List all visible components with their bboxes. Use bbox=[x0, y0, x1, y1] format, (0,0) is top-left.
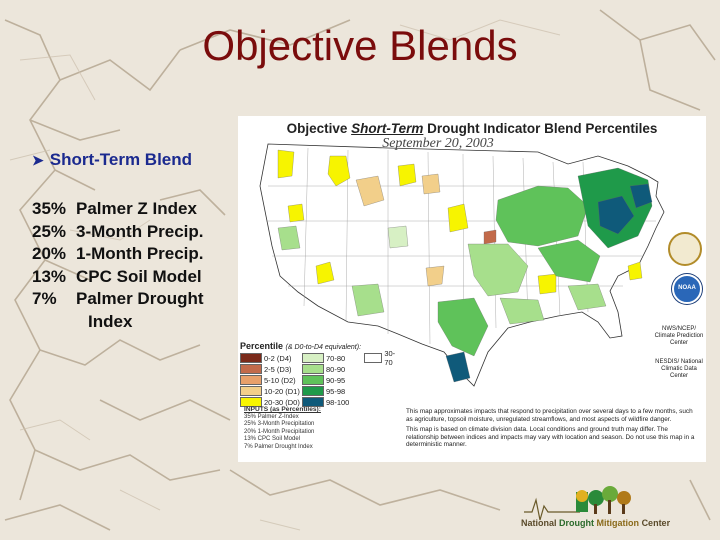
legend-swatch bbox=[240, 364, 262, 374]
weight-row: 35% Palmer Z Index bbox=[32, 199, 197, 218]
usda-seal-icon bbox=[668, 232, 702, 266]
map-legend: Percentile (& D0-to-D4 equivalent): 0-2 … bbox=[240, 341, 400, 407]
legend-swatch bbox=[302, 397, 324, 407]
map-date: September 20, 2003 bbox=[382, 136, 494, 151]
legend-item: 70-80 bbox=[302, 353, 364, 363]
legend-item: 98-100 bbox=[302, 397, 364, 407]
legend-swatch bbox=[302, 364, 324, 374]
legend-swatch bbox=[240, 353, 262, 363]
legend-item: 0-2 (D4) bbox=[240, 353, 302, 363]
bullet-short-term-blend: ➤ Short-Term Blend bbox=[32, 150, 192, 170]
legend-item: 2-5 (D3) bbox=[240, 364, 302, 374]
legend-item: 20-30 (D0) bbox=[240, 397, 302, 407]
weight-row: 20% 1-Month Precip. bbox=[32, 244, 204, 263]
us-drought-map bbox=[259, 143, 665, 387]
drought-map-panel: Objective Short-Term Drought Indicator B… bbox=[238, 116, 706, 462]
weight-row: 25% 3-Month Precip. bbox=[32, 221, 204, 241]
noaa-logo-icon: NOAA bbox=[672, 274, 702, 304]
legend-swatch bbox=[240, 397, 262, 407]
map-title: Objective Short-Term Drought Indicator B… bbox=[286, 121, 658, 136]
blend-weights-list: 35% Palmer Z Index 25% 3-Month Precip. 20%… bbox=[32, 198, 204, 333]
cpc-label: NWS/NCEP/ Climate Prediction Center bbox=[654, 326, 704, 346]
legend-title: Percentile (& D0-to-D4 equivalent): bbox=[240, 341, 362, 351]
legend-grid: 0-2 (D4) 70-80 30-70 2-5 (D3) 80-90 5-10… bbox=[240, 349, 400, 407]
legend-swatch bbox=[302, 386, 324, 396]
ncdc-label: NESDIS/ National Climatic Data Center bbox=[655, 359, 703, 379]
arrow-bullet-icon: ➤ bbox=[32, 152, 44, 168]
slide-title: Objective Blends bbox=[202, 22, 518, 69]
map-notes: This map approximates impacts that respo… bbox=[406, 408, 695, 449]
ndmc-logo-icon bbox=[524, 486, 631, 521]
legend-item: 30-70 bbox=[364, 349, 400, 367]
weight-row-continuation: Index bbox=[88, 311, 133, 331]
legend-item: 5-10 (D2) bbox=[240, 375, 302, 385]
dry-areas bbox=[277, 149, 643, 295]
legend-item: 10-20 (D1) bbox=[240, 386, 302, 396]
legend-item: 80-90 bbox=[302, 364, 364, 374]
severe-dry-area bbox=[483, 229, 497, 245]
legend-item: 90-95 bbox=[302, 375, 364, 385]
legend-swatch bbox=[240, 375, 262, 385]
legend-item: 95-98 bbox=[302, 386, 364, 396]
legend-swatch bbox=[302, 353, 324, 363]
ndmc-name: National Drought Mitigation Center bbox=[521, 518, 671, 528]
weight-row: 13% CPC Soil Model bbox=[32, 266, 202, 286]
bullet-label: Short-Term Blend bbox=[49, 150, 193, 169]
legend-swatch bbox=[302, 375, 324, 385]
legend-swatch bbox=[364, 353, 383, 363]
wet-areas bbox=[277, 167, 653, 383]
legend-swatch bbox=[240, 386, 262, 396]
weight-row: 7% Palmer Drought bbox=[32, 289, 204, 308]
blend-inputs-box: INPUTS (as Percentiles): 35% Palmer Z-In… bbox=[244, 406, 321, 450]
